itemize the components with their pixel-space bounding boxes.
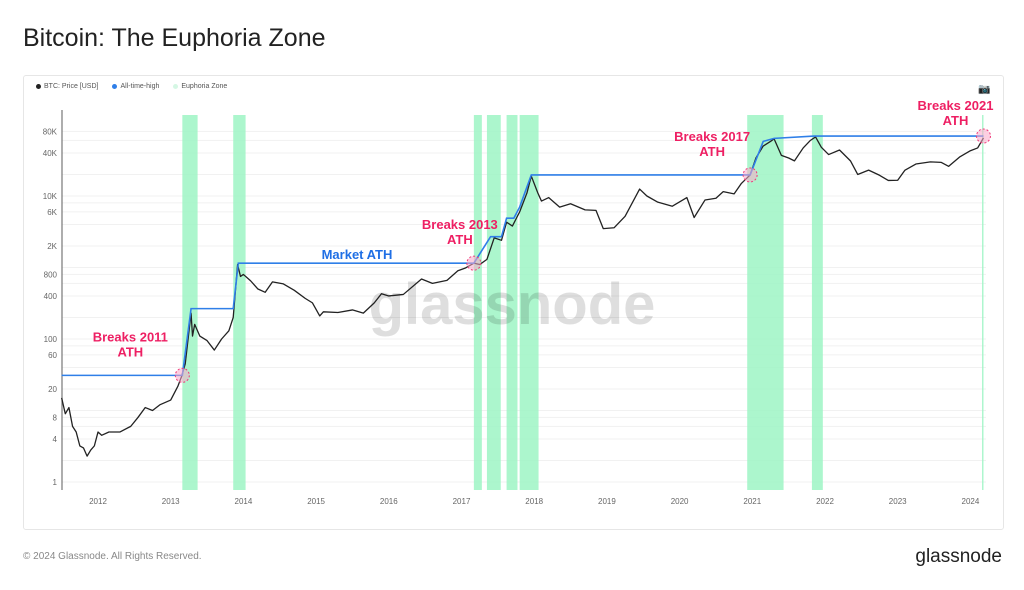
copyright: © 2024 Glassnode. All Rights Reserved.: [23, 551, 202, 562]
y-tick-label: 40K: [43, 149, 58, 158]
annotation-label: ATH: [117, 344, 143, 359]
x-tick-label: 2012: [89, 497, 107, 506]
market-ath-label: Market ATH: [322, 247, 393, 262]
annotation-label: Breaks 2011: [93, 329, 168, 344]
legend-dot: [36, 83, 41, 89]
y-tick-label: 60: [48, 351, 57, 360]
x-tick-label: 2013: [162, 497, 180, 506]
euphoria-zone: [233, 115, 246, 490]
euphoria-zone: [182, 115, 198, 490]
ath-break-marker: [975, 128, 991, 144]
annotation-label: ATH: [447, 232, 473, 247]
x-tick-label: 2023: [889, 497, 907, 506]
x-tick-label: 2019: [598, 497, 616, 506]
chart-card: [23, 75, 1004, 530]
y-tick-label: 4: [53, 435, 58, 444]
x-tick-label: 2015: [307, 497, 325, 506]
euphoria-zone: [519, 115, 539, 490]
x-tick-label: 2016: [380, 497, 398, 506]
camera-icon[interactable]: 📷: [978, 84, 991, 95]
euphoria-zone: [486, 115, 501, 490]
y-tick-label: 400: [44, 292, 58, 301]
legend-label: BTC: Price [USD]: [44, 83, 99, 90]
annotation-label: ATH: [943, 113, 969, 128]
annotation-label: ATH: [699, 144, 725, 159]
euphoria-zone: [811, 115, 823, 490]
legend-dot: [173, 83, 179, 89]
ath-break-marker: [742, 167, 758, 183]
y-tick-label: 100: [44, 335, 58, 344]
legend-label: Euphoria Zone: [181, 83, 228, 90]
x-tick-label: 2017: [453, 497, 471, 506]
ath-break-marker: [466, 255, 482, 271]
x-tick-label: 2020: [671, 497, 689, 506]
page-title: Bitcoin: The Euphoria Zone: [23, 24, 326, 52]
y-tick-label: 2K: [47, 242, 57, 251]
y-tick-label: 20: [48, 385, 57, 394]
glassnode-logo: glassnode: [915, 546, 1002, 567]
x-tick-label: 2018: [525, 497, 543, 506]
x-tick-label: 2021: [743, 497, 761, 506]
legend-item-price[interactable]: BTC: Price [USD]: [36, 83, 98, 90]
x-tick-label: 2014: [235, 497, 253, 506]
x-tick-label: 2022: [816, 497, 834, 506]
annotation-label: Breaks 2013: [422, 217, 498, 232]
euphoria-zone: [506, 115, 518, 490]
euphoria-zone: [982, 115, 984, 490]
legend-label: All-time-high: [120, 83, 160, 90]
x-tick-label: 2024: [962, 497, 980, 506]
y-tick-label: 80K: [43, 127, 58, 136]
y-tick-label: 10K: [43, 192, 58, 201]
ath-line: [61, 135, 984, 377]
watermark: glassnode: [369, 272, 656, 337]
legend-item-ath[interactable]: All-time-high: [112, 83, 159, 90]
annotation-label: Breaks 2017: [674, 129, 750, 144]
annotation-label: Breaks 2021: [918, 98, 994, 113]
y-tick-label: 1: [53, 478, 58, 487]
legend: BTC: Price [USD] All-time-high Euphoria …: [36, 83, 227, 90]
y-tick-label: 6K: [47, 208, 57, 217]
y-tick-label: 8: [53, 413, 58, 422]
y-tick-label: 800: [44, 270, 58, 279]
ath-break-marker: [174, 367, 190, 383]
euphoria-zone: [473, 115, 482, 490]
legend-dot: [112, 83, 118, 89]
legend-item-euphoria[interactable]: Euphoria Zone: [173, 83, 227, 90]
